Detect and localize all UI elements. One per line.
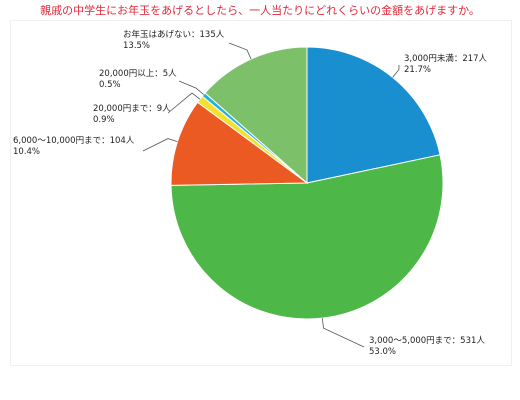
pie-slice[interactable] bbox=[170, 154, 444, 320]
leader-line bbox=[392, 64, 400, 78]
slice-percent: 10.4% bbox=[13, 147, 40, 157]
chart-title: 親戚の中学生にお年玉をあげるとしたら、一人当たりにどれくらいの金額をあげますか。 bbox=[40, 4, 480, 17]
slice-percent: 0.9% bbox=[93, 115, 115, 125]
slice-label: 6,000～10,000円まで：104人 bbox=[13, 136, 135, 146]
slice-percent: 21.7% bbox=[404, 65, 431, 75]
pie-slice[interactable] bbox=[170, 101, 309, 186]
slice-label: お年玉はあげない：135人 bbox=[123, 29, 225, 40]
slice-percent: 53.0% bbox=[369, 347, 396, 357]
slice-percent: 0.5% bbox=[99, 80, 121, 90]
leader-line bbox=[321, 318, 365, 348]
slice-label: 20,000円以上：5人 bbox=[99, 69, 177, 79]
slice-percent: 13.5% bbox=[123, 41, 150, 51]
leader-line bbox=[228, 42, 252, 60]
leader-line bbox=[167, 92, 201, 114]
leader-line bbox=[178, 80, 204, 95]
slice-label: 3,000～5,000円まで：531人 bbox=[369, 336, 485, 346]
chart-panel: 3,000円未満：217人 21.7% 3,000～5,000円まで：531人 53.… bbox=[10, 20, 512, 366]
slice-label: 20,000円まで：9人 bbox=[93, 104, 171, 114]
slice-label: 3,000円未満：217人 bbox=[404, 53, 488, 64]
leader-line bbox=[142, 138, 178, 152]
